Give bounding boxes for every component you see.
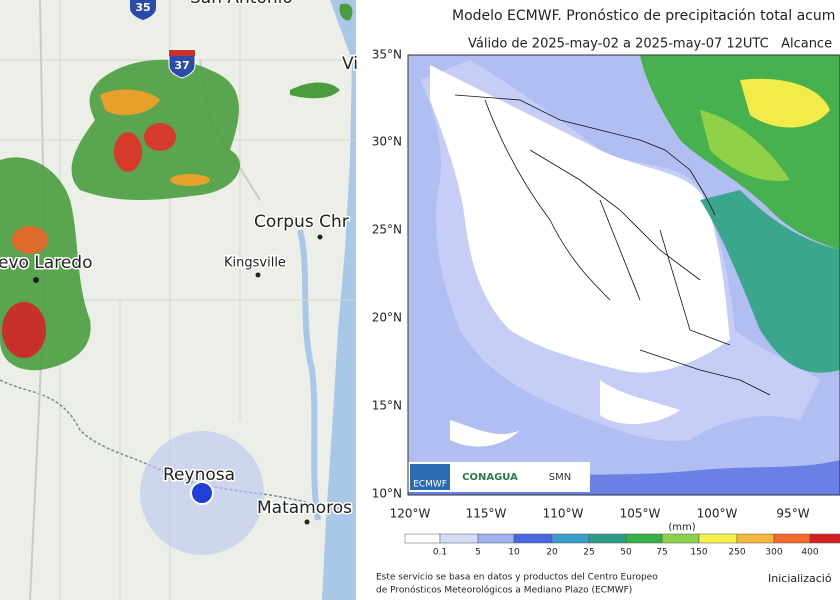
colorbar-label: 250 (728, 548, 745, 558)
colorbar-label: 50 (620, 548, 632, 558)
lon-labels: 120°W 115°W 110°W 105°W 100°W 95°W (390, 507, 810, 521)
lat-label: 10°N (372, 487, 402, 501)
radar-panel: 35 37 San Antonio Vi Corpus Chr Kingsvil… (0, 0, 359, 600)
footer-line: de Pronósticos Meteorológicos a Mediano … (376, 585, 632, 596)
title: Modelo ECMWF. Pronóstico de precipitació… (452, 8, 835, 24)
city-label: Corpus Chr (254, 212, 349, 232)
init-label: Inicializació (768, 572, 832, 585)
lon-label: 95°W (776, 507, 809, 521)
shield-37: 37 (168, 49, 196, 79)
colorbar-labels: 0.1 5 10 20 25 50 75 150 250 300 400 (433, 548, 819, 558)
lat-label: 15°N (372, 399, 402, 413)
radar-echoes (0, 3, 353, 371)
city-dot (255, 272, 261, 278)
city-label: Kingsville (224, 256, 286, 271)
colorbar-label: 5 (475, 548, 481, 558)
lon-label: 100°W (697, 507, 738, 521)
city-dot (33, 277, 39, 283)
lon-label: 115°W (466, 507, 507, 521)
colorbar-label: 10 (508, 548, 520, 558)
city-label: Reynosa (163, 465, 235, 485)
colorbar-label: 0.1 (433, 548, 447, 558)
lat-label: 25°N (372, 223, 402, 237)
lon-label: 120°W (390, 507, 431, 521)
colorbar-label: 25 (583, 548, 594, 558)
logo (410, 464, 450, 490)
lat-label: 20°N (372, 311, 402, 325)
location-dot (190, 481, 214, 505)
shield-35: 35 (130, 0, 156, 20)
city-dot (317, 234, 323, 240)
gulf-water (322, 0, 356, 600)
lat-label: 35°N (372, 48, 402, 62)
logo-label: CONAGUA (462, 472, 518, 483)
lat-label: 30°N (372, 135, 402, 149)
subtitle: Válido de 2025-may-02 a 2025-may-07 12UT… (468, 37, 832, 52)
footer-line: Este servicio se basa en datos y product… (376, 573, 658, 583)
forecast-map: ECMWF CONAGUA SMN (408, 55, 840, 495)
logo-label: SMN (549, 472, 571, 483)
colorbar-label: 75 (656, 548, 667, 558)
lon-label: 110°W (543, 507, 584, 521)
colorbar-label: 400 (801, 548, 818, 558)
colorbar-label: 20 (546, 548, 558, 558)
colorbar-label: 150 (690, 548, 707, 558)
shield-label: 35 (135, 1, 150, 14)
lagoon (297, 229, 321, 521)
lon-label: 105°W (620, 507, 661, 521)
colorbar (404, 533, 840, 544)
city-dot (304, 519, 310, 525)
lat-labels: 35°N 30°N 25°N 20°N 15°N 10°N (372, 48, 402, 501)
city-label: Vi (342, 54, 358, 74)
city-label: evo Laredo (0, 253, 92, 273)
boundaries (454, 94, 771, 396)
colorbar-label: 300 (765, 548, 782, 558)
city-label: San Antonio (190, 0, 293, 8)
city-label: Matamoros (257, 498, 352, 518)
map-frame (407, 54, 840, 496)
forecast-panel: Modelo ECMWF. Pronóstico de precipitació… (372, 8, 840, 596)
shield-label: 37 (174, 59, 189, 72)
legend-unit: (mm) (668, 522, 695, 533)
logo-label: ECMWF (413, 480, 447, 490)
